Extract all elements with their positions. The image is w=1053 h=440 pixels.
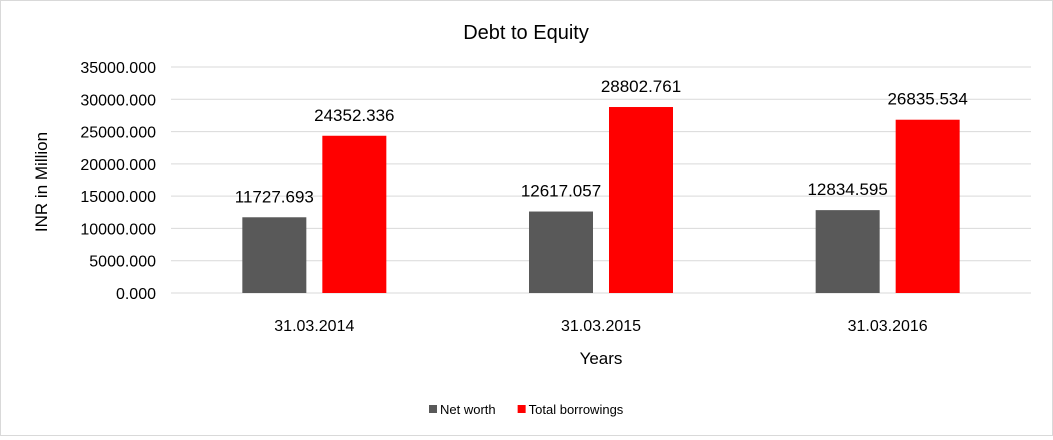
- bar-total-borrowings: [322, 135, 387, 293]
- bars: 11727.693 24352.336 12617.057 28802.761 1283…: [235, 77, 968, 294]
- y-tick-label: 10000.000: [80, 221, 156, 238]
- legend-swatch: [517, 405, 526, 413]
- data-label: 24352.336: [314, 106, 394, 125]
- y-tick-label: 20000.000: [80, 157, 156, 174]
- x-axis-categories: 31.03.2014 31.03.2015 31.03.2016: [274, 318, 928, 335]
- y-tick-label: 35000.000: [80, 60, 156, 77]
- x-category-label: 31.03.2016: [848, 318, 928, 335]
- data-label: 11727.693: [235, 187, 314, 206]
- data-label: 12834.595: [807, 180, 887, 199]
- legend-swatch: [429, 405, 437, 413]
- y-axis-title: INR in Million: [32, 132, 51, 232]
- chart-title: Debt to Equity: [463, 22, 589, 44]
- bar-total-borrowings: [609, 107, 673, 294]
- y-tick-label: 0.000: [116, 286, 156, 303]
- gridlines: [171, 66, 1031, 294]
- data-label: 12617.057: [521, 182, 601, 201]
- legend-label: Net worth: [440, 402, 496, 417]
- y-tick-label: 5000.000: [89, 254, 156, 271]
- legend: Net worth Total borrowings: [429, 402, 624, 417]
- bar-net-worth: [242, 217, 307, 293]
- x-category-label: 31.03.2015: [561, 318, 641, 335]
- y-tick-label: 30000.000: [80, 92, 156, 109]
- bar-net-worth: [815, 210, 880, 293]
- data-label: 28802.761: [601, 77, 681, 96]
- y-axis-ticks: 0.000 5000.000 10000.000 15000.000 20000.000…: [80, 60, 156, 303]
- y-tick-label: 15000.000: [80, 189, 156, 206]
- x-category-label: 31.03.2014: [274, 318, 354, 335]
- bar-total-borrowings: [895, 119, 960, 294]
- legend-label: Total borrowings: [529, 402, 624, 417]
- data-label: 26835.534: [887, 90, 967, 109]
- y-tick-label: 25000.000: [80, 125, 156, 142]
- bar-net-worth: [529, 211, 593, 293]
- x-axis-title: Years: [580, 349, 623, 368]
